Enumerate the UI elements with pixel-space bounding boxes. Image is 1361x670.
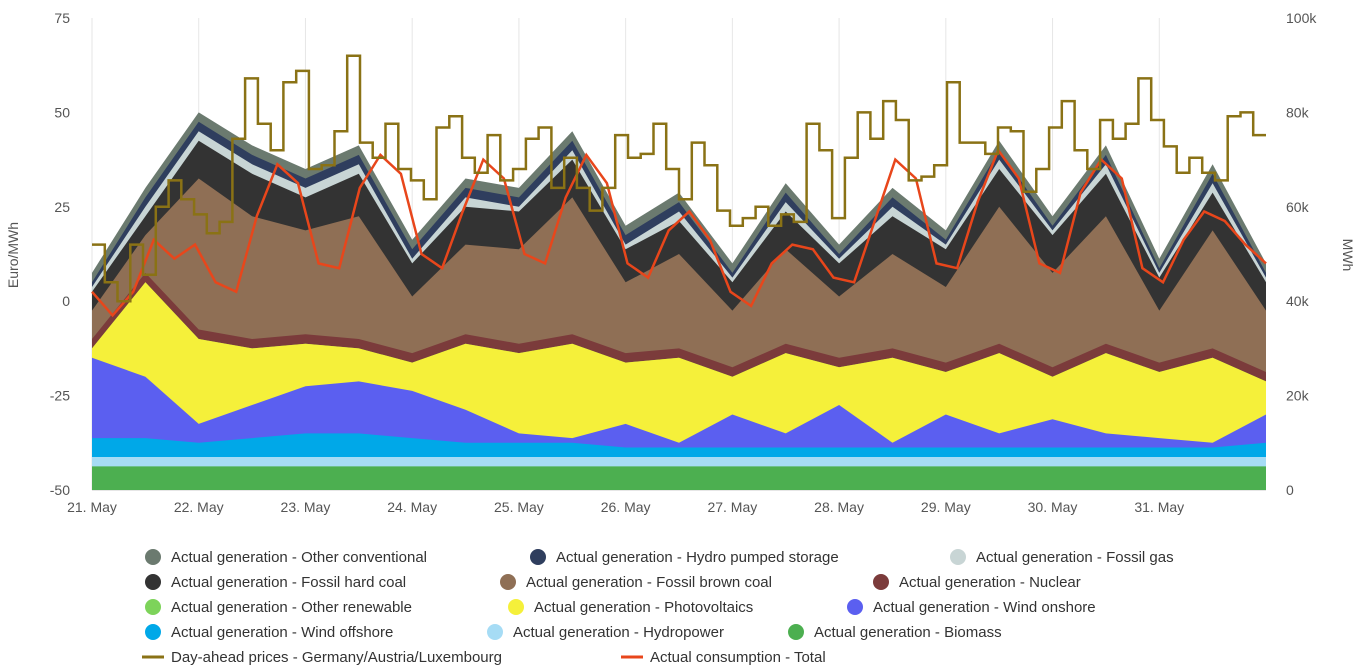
legend-item[interactable]: Actual generation - Fossil gas — [950, 549, 1174, 566]
legend-label: Actual generation - Photovoltaics — [534, 599, 753, 616]
legend-marker — [530, 549, 546, 565]
legend-item[interactable]: Actual consumption - Total — [621, 649, 826, 666]
x-tick-label: 25. May — [494, 499, 544, 515]
legend-marker — [145, 549, 161, 565]
legend-item[interactable]: Actual generation - Other conventional — [145, 549, 427, 566]
x-tick-label: 27. May — [707, 499, 757, 515]
right-y-tick-label: 40k — [1286, 293, 1310, 309]
legend-item[interactable]: Actual generation - Wind offshore — [145, 624, 393, 641]
legend-marker — [487, 624, 503, 640]
legend-label: Actual generation - Fossil brown coal — [526, 574, 772, 591]
x-tick-label: 29. May — [921, 499, 971, 515]
legend-marker — [847, 599, 863, 615]
x-tick-label: 24. May — [387, 499, 437, 515]
x-tick-label: 23. May — [281, 499, 331, 515]
legend-label: Day-ahead prices - Germany/Austria/Luxem… — [171, 649, 502, 666]
legend-label: Actual generation - Hydropower — [513, 624, 724, 641]
right-y-tick-label: 60k — [1286, 199, 1310, 215]
x-tick-label: 21. May — [67, 499, 117, 515]
legend-marker — [873, 574, 889, 590]
legend-label: Actual generation - Other renewable — [171, 599, 412, 616]
legend-item[interactable]: Day-ahead prices - Germany/Austria/Luxem… — [142, 649, 502, 666]
left-y-tick-label: -50 — [50, 482, 70, 498]
right-y-tick-label: 100k — [1286, 10, 1317, 26]
legend-item[interactable]: Actual generation - Nuclear — [873, 574, 1081, 591]
x-tick-label: 30. May — [1028, 499, 1078, 515]
legend-item[interactable]: Actual generation - Fossil hard coal — [145, 574, 406, 591]
legend-item[interactable]: Actual generation - Biomass — [788, 624, 1002, 641]
legend-marker — [508, 599, 524, 615]
legend-marker — [950, 549, 966, 565]
legend-label: Actual generation - Wind offshore — [171, 624, 393, 641]
left-axis-title: Euro/MWh — [5, 222, 21, 288]
right-y-tick-label: 0 — [1286, 482, 1294, 498]
left-y-tick-label: 25 — [54, 199, 70, 215]
axis-layer: Euro/MWh MWh 21. May 22. May 23. May 24. Ma… — [5, 10, 1356, 515]
x-tick-label: 28. May — [814, 499, 864, 515]
legend-label: Actual consumption - Total — [650, 649, 826, 666]
legend-label: Actual generation - Fossil gas — [976, 549, 1174, 566]
legend-label: Actual generation - Wind onshore — [873, 599, 1096, 616]
legend-marker — [145, 599, 161, 615]
legend-marker — [145, 574, 161, 590]
price-step-line — [92, 54, 1266, 303]
consumption-line — [91, 147, 1267, 318]
legend-label: Actual generation - Biomass — [814, 624, 1002, 641]
legend-label: Actual generation - Other conventional — [171, 549, 427, 566]
legend-item[interactable]: Actual generation - Other renewable — [145, 599, 412, 616]
legend: Actual generation - Other conventional Ac… — [142, 549, 1174, 666]
legend-item[interactable]: Actual generation - Hydropower — [487, 624, 724, 641]
legend-label: Actual generation - Nuclear — [899, 574, 1081, 591]
left-y-tick-label: 50 — [54, 104, 70, 120]
legend-label: Actual generation - Hydro pumped storage — [556, 549, 839, 566]
legend-marker — [145, 624, 161, 640]
left-y-tick-label: 0 — [62, 293, 70, 309]
right-axis-title: MWh — [1340, 239, 1356, 272]
right-y-tick-label: 20k — [1286, 388, 1310, 404]
x-tick-label: 31. May — [1134, 499, 1184, 515]
line-layer — [91, 54, 1267, 318]
x-tick-label: 22. May — [174, 499, 224, 515]
legend-label: Actual generation - Fossil hard coal — [171, 574, 406, 591]
left-y-tick-label: -25 — [50, 388, 70, 404]
legend-item[interactable]: Actual generation - Hydro pumped storage — [530, 549, 839, 566]
legend-marker — [500, 574, 516, 590]
legend-marker — [788, 624, 804, 640]
legend-item[interactable]: Actual generation - Wind onshore — [847, 599, 1096, 616]
area-series — [92, 466, 1266, 490]
left-y-tick-label: 75 — [54, 10, 70, 26]
legend-item[interactable]: Actual generation - Photovoltaics — [508, 599, 753, 616]
area-layer — [92, 112, 1266, 491]
right-y-tick-label: 80k — [1286, 104, 1310, 120]
x-tick-label: 26. May — [601, 499, 651, 515]
legend-item[interactable]: Actual generation - Fossil brown coal — [500, 574, 772, 591]
